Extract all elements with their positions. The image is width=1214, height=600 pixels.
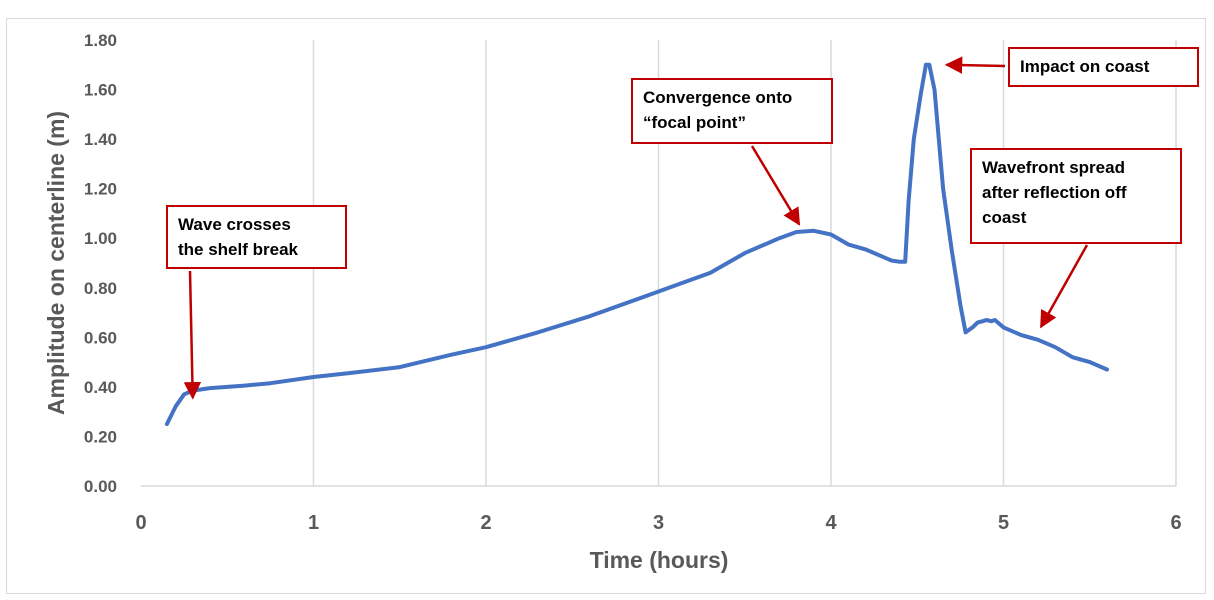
chart-frame xyxy=(6,18,1206,594)
annotation-shelf-break: Wave crosses the shelf break xyxy=(166,205,347,269)
annotation-arrows xyxy=(183,56,1089,400)
annotation-impact: Impact on coast xyxy=(1008,47,1199,87)
x-tick-label: 6 xyxy=(1170,512,1181,534)
annotation-arrow-1 xyxy=(750,145,801,226)
y-tick-label: 0.80 xyxy=(84,279,117,298)
annotation-arrow-2 xyxy=(944,56,1006,74)
x-tick-label: 0 xyxy=(135,512,146,534)
y-axis-title: Amplitude on centerline (m) xyxy=(43,111,69,415)
y-tick-label: 1.60 xyxy=(84,81,117,100)
x-tick-label: 3 xyxy=(653,512,664,534)
y-tick-label: 0.40 xyxy=(84,378,117,397)
y-tick-label: 1.40 xyxy=(84,130,117,149)
y-tick-label: 1.80 xyxy=(84,31,117,50)
annotation-arrow-0 xyxy=(183,270,202,400)
series-group xyxy=(164,62,1109,427)
y-tick-label: 1.00 xyxy=(84,229,117,248)
x-tick-label: 2 xyxy=(480,512,491,534)
y-tick-label: 1.20 xyxy=(84,180,117,199)
annotation-wavefront: Wavefront spread after reflection off co… xyxy=(970,148,1182,244)
y-tick-label: 0.20 xyxy=(84,427,117,446)
y-tick-label: 0.00 xyxy=(84,477,117,496)
x-tick-labels: 0 1 2 3 4 5 6 xyxy=(135,512,1181,534)
y-tick-labels: 0.00 0.20 0.40 0.60 0.80 1.00 1.20 1.40 1.60 1.80 xyxy=(84,31,117,496)
x-tick-label: 1 xyxy=(308,512,319,534)
y-tick-label: 0.60 xyxy=(84,328,117,347)
annotation-convergence: Convergence onto “focal point” xyxy=(631,78,833,144)
annotation-arrow-3 xyxy=(1039,244,1089,329)
series-line-0 xyxy=(164,62,1109,427)
x-axis-title: Time (hours) xyxy=(590,547,729,573)
x-tick-label: 4 xyxy=(825,512,837,534)
x-tick-label: 5 xyxy=(998,512,1009,534)
